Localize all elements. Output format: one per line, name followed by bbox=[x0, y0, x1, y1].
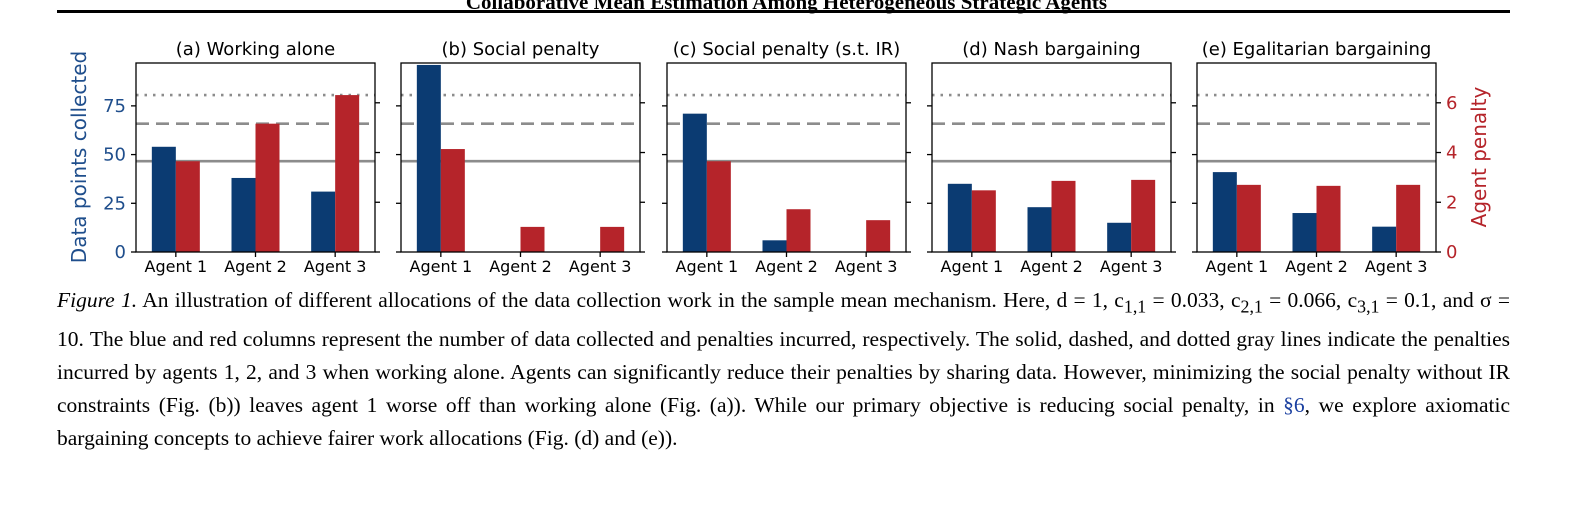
panel-frame bbox=[666, 62, 907, 253]
penalty-bar bbox=[971, 190, 996, 252]
section-link[interactable]: §6 bbox=[1283, 393, 1305, 418]
left-tick-label: 25 bbox=[103, 193, 126, 214]
penalty-bar bbox=[255, 123, 280, 252]
data-bar bbox=[762, 240, 787, 252]
panel-frame bbox=[135, 62, 376, 253]
penalty-bar bbox=[1396, 184, 1421, 252]
panel-title: (a) Working alone bbox=[176, 39, 335, 60]
x-tick-label: Agent 3 bbox=[1365, 257, 1428, 276]
x-tick-label: Agent 3 bbox=[304, 257, 367, 276]
penalty-bar bbox=[1236, 184, 1261, 252]
left-tick-label: 0 bbox=[115, 242, 126, 263]
x-tick-label: Agent 2 bbox=[1285, 257, 1348, 276]
panel-frame bbox=[931, 62, 1172, 253]
penalty-bar bbox=[706, 161, 731, 252]
caption-subscript: 3,1 bbox=[1357, 296, 1380, 317]
panel-title: (c) Social penalty (s.t. IR) bbox=[673, 39, 901, 60]
x-tick-label: Agent 3 bbox=[1100, 257, 1163, 276]
penalty-bar bbox=[440, 149, 465, 252]
x-tick-label: Agent 1 bbox=[145, 257, 208, 276]
data-bar bbox=[151, 146, 176, 252]
panel-frame bbox=[1196, 62, 1437, 253]
x-tick-label: Agent 2 bbox=[224, 257, 287, 276]
figure-chart: Agent 1 Agent 2 Agent 3 (a) Working alone Ag… bbox=[67, 39, 1491, 276]
x-tick-label: Agent 1 bbox=[941, 257, 1004, 276]
penalty-bar bbox=[175, 161, 200, 252]
caption-text-3: = 0.066, c bbox=[1262, 288, 1358, 312]
data-bar bbox=[947, 183, 972, 252]
right-tick-label: 6 bbox=[1446, 93, 1457, 114]
panel-title: (b) Social penalty bbox=[442, 39, 600, 60]
penalty-bar bbox=[866, 220, 891, 252]
caption-text-4: = 0.1, and σ = 10. The blue and red colu… bbox=[57, 288, 1510, 418]
right-tick-label: 2 bbox=[1446, 192, 1457, 213]
right-tick-label: 0 bbox=[1446, 242, 1457, 263]
penalty-bar bbox=[520, 226, 545, 252]
caption-label: Figure 1. bbox=[57, 288, 138, 312]
x-tick-label: Agent 1 bbox=[410, 257, 473, 276]
data-bar bbox=[682, 113, 707, 252]
penalty-bar bbox=[335, 95, 360, 252]
caption-subscript: 1,1 bbox=[1123, 296, 1147, 317]
x-tick-label: Agent 1 bbox=[1206, 257, 1269, 276]
x-tick-label: Agent 2 bbox=[1020, 257, 1083, 276]
figure-caption: Figure 1. An illustration of different a… bbox=[57, 284, 1510, 455]
data-bar bbox=[1292, 213, 1317, 252]
left-tick-label: 50 bbox=[103, 145, 126, 166]
x-tick-label: Agent 3 bbox=[835, 257, 898, 276]
penalty-bar bbox=[1051, 180, 1076, 252]
left-tick-label: 75 bbox=[103, 96, 126, 117]
data-bar bbox=[416, 64, 441, 252]
caption-text-5: , we explore axiomatic bargaining concep… bbox=[57, 393, 1510, 451]
penalty-bar bbox=[786, 209, 811, 252]
panel-title: (e) Egalitarian bargaining bbox=[1202, 39, 1432, 60]
data-bar bbox=[1212, 172, 1237, 252]
panel-title: (d) Nash bargaining bbox=[962, 39, 1140, 60]
penalty-bar bbox=[1316, 185, 1341, 252]
data-bar bbox=[231, 177, 256, 252]
x-tick-label: Agent 2 bbox=[755, 257, 818, 276]
left-axis-label: Data points collected bbox=[67, 51, 91, 263]
panel-frame bbox=[400, 62, 641, 253]
caption-text-1: An illustration of different allocations… bbox=[142, 288, 1124, 312]
data-bar bbox=[1372, 226, 1397, 252]
x-tick-label: Agent 1 bbox=[676, 257, 739, 276]
penalty-bar bbox=[1131, 179, 1156, 252]
header-rule bbox=[57, 10, 1510, 13]
right-tick-label: 4 bbox=[1446, 143, 1457, 164]
data-bar bbox=[1107, 222, 1132, 252]
caption-text-2: = 0.033, c bbox=[1146, 288, 1241, 312]
penalty-bar bbox=[600, 226, 625, 252]
right-axis-label: Agent penalty bbox=[1467, 86, 1491, 227]
x-tick-label: Agent 2 bbox=[489, 257, 552, 276]
data-bar bbox=[311, 191, 336, 252]
caption-subscript: 2,1 bbox=[1240, 296, 1263, 317]
data-bar bbox=[1027, 207, 1052, 252]
x-tick-label: Agent 3 bbox=[569, 257, 632, 276]
